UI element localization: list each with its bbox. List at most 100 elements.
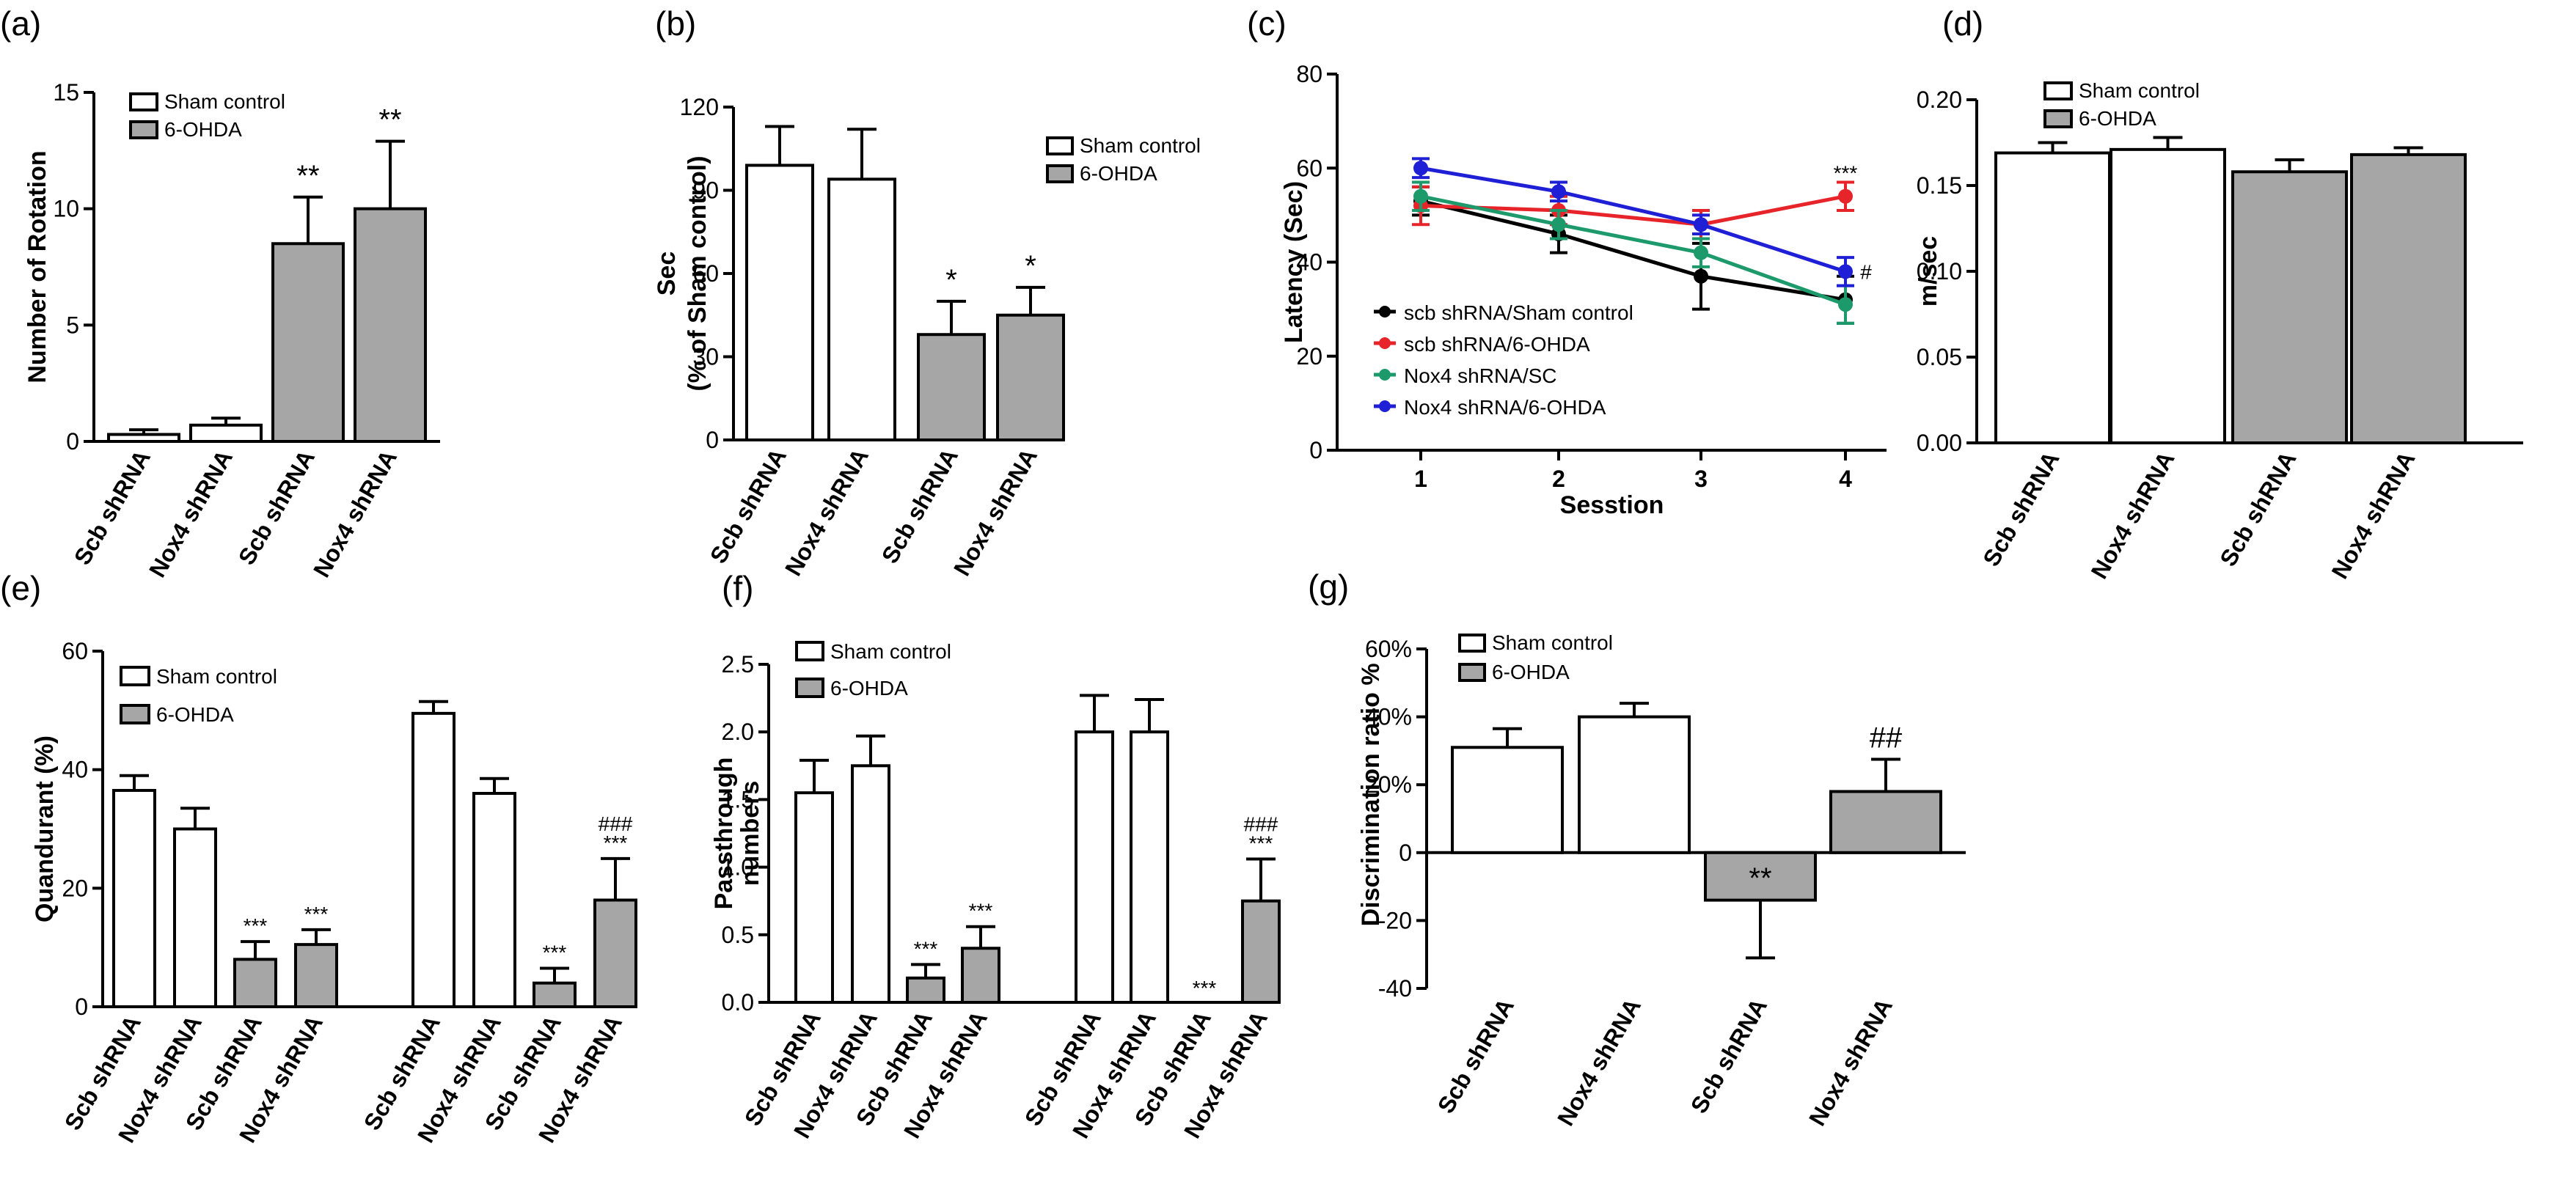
panel-label: (c): [1247, 4, 1287, 43]
y-tick-label: 1.0: [722, 854, 754, 881]
bar: [233, 958, 277, 1009]
bar: [533, 981, 577, 1008]
bar: [472, 792, 516, 1008]
significance-marker: ***: [1249, 832, 1273, 855]
significance-marker: ***: [543, 941, 567, 963]
significance-marker: ***: [244, 914, 268, 937]
legend-label: Nox4 shRNA/6-OHDA: [1404, 396, 1606, 419]
data-point: [1838, 264, 1853, 279]
legend-marker: [1379, 400, 1391, 412]
y-tick-label: 30: [692, 344, 719, 370]
bar: [1241, 899, 1281, 1004]
panel-c: (c) 0 20 40 60 80 1 2 3 4 Sesstion Latency (Sec) scb…: [1247, 4, 1887, 519]
legend-swatch-ohda: [1046, 164, 1074, 183]
x-tick-label: 1: [1414, 466, 1427, 492]
y-tick-label: 120: [680, 94, 719, 120]
x-tick-label: 3: [1694, 466, 1708, 492]
bar: [794, 791, 834, 1005]
bar: [827, 177, 896, 441]
y-tick-label: 0.10: [1917, 258, 1962, 285]
category-label: Scb shRNA: [1977, 447, 2064, 571]
y-tick-label: 2.0: [722, 719, 754, 745]
y-tick-label: 40: [62, 757, 88, 783]
bar: [411, 711, 455, 1008]
panel-label: (d): [1942, 4, 1983, 43]
bar: [1451, 746, 1564, 854]
panel-label: (e): [0, 569, 41, 607]
bar: [906, 976, 945, 1004]
y-tick-label: 40%: [1365, 704, 1412, 730]
legend-marker: [1379, 306, 1391, 317]
bar: [2350, 153, 2467, 444]
legend-label-ohda: 6-OHDA: [164, 118, 242, 141]
significance-marker: ***: [604, 832, 628, 854]
legend-label: scb shRNA/6-OHDA: [1404, 333, 1590, 356]
y-tick-label: -20: [1378, 907, 1412, 933]
bar: [2231, 170, 2348, 444]
legend-swatch-sham: [795, 641, 824, 661]
legend-label-ohda: 6-OHDA: [1492, 661, 1570, 683]
legend-marker: [1379, 337, 1391, 349]
significance-marker: **: [378, 104, 401, 136]
data-point: [1551, 217, 1566, 232]
significance-marker: ***: [1193, 977, 1217, 999]
panel-label: (a): [0, 4, 41, 43]
significance-marker: ***: [969, 900, 993, 922]
bar: [961, 947, 1000, 1004]
y-tick-label: 0: [75, 994, 88, 1020]
legend-label: scb shRNA/Sham control: [1404, 301, 1633, 324]
y-axis-label: Latency (Sec): [1280, 181, 1308, 343]
legend-label: Nox4 shRNA/SC: [1404, 364, 1557, 387]
legend-label-sham: Sham control: [1492, 631, 1613, 654]
y-axis-label: Number of Rotation: [23, 150, 51, 383]
y-tick-label: 1.5: [722, 786, 754, 812]
significance-marker-top: ###: [599, 812, 633, 835]
significance-marker: *: [945, 264, 957, 296]
significance-marker-top: ###: [1244, 813, 1278, 836]
legend-label-ohda: 6-OHDA: [156, 703, 234, 726]
y-tick-label: 20: [1296, 343, 1322, 370]
y-axis-label: Discrimination ratio %: [1357, 663, 1385, 926]
legend-swatch-ohda: [129, 120, 158, 139]
legend-swatch-sham: [1046, 136, 1074, 155]
legend-label-sham: Sham control: [830, 640, 951, 663]
bar: [745, 164, 814, 441]
bar: [593, 898, 637, 1008]
y-tick-label: 0: [1309, 437, 1322, 463]
legend-label-ohda: 6-OHDA: [830, 677, 908, 700]
y-axis-label: Sec: [653, 252, 681, 296]
y-tick-label: 60%: [1365, 636, 1412, 662]
panel-label: (f): [722, 569, 753, 607]
y-axis-label: Quandurant (%): [31, 735, 59, 922]
data-point: [1694, 245, 1708, 260]
bar: [1829, 790, 1942, 854]
significance-marker: ##: [1870, 722, 1903, 754]
y-axis-label: Passthrough: [710, 757, 738, 910]
significance-marker: **: [296, 160, 319, 192]
data-point: [1413, 161, 1428, 176]
data-point: [1694, 217, 1708, 232]
y-tick-label: 20: [62, 875, 88, 901]
category-label: Scb shRNA: [1686, 994, 1772, 1118]
y-tick-label: 40: [1296, 249, 1322, 276]
y-tick-label: 0: [1399, 840, 1412, 866]
category-label: Scb shRNA: [233, 446, 320, 570]
data-point: [1838, 188, 1853, 204]
legend-label-ohda: 6-OHDA: [2079, 107, 2156, 130]
significance-marker: *: [1025, 250, 1036, 282]
bar: [189, 423, 263, 444]
bar: [917, 333, 986, 441]
legend-label-sham: Sham control: [164, 90, 285, 113]
category-label: Nox4 shRNA: [948, 444, 1042, 581]
y-tick-label: 60: [692, 260, 719, 287]
legend-swatch-ohda: [120, 704, 150, 724]
y-tick-label: 80: [1296, 61, 1322, 87]
category-label: Nox4 shRNA: [1552, 994, 1646, 1131]
category-label: Nox4 shRNA: [2085, 447, 2179, 584]
data-point: [1694, 268, 1708, 284]
series-line: [1420, 194, 1846, 306]
category-label: Scb shRNA: [69, 446, 155, 570]
y-tick-label: 15: [53, 79, 79, 106]
